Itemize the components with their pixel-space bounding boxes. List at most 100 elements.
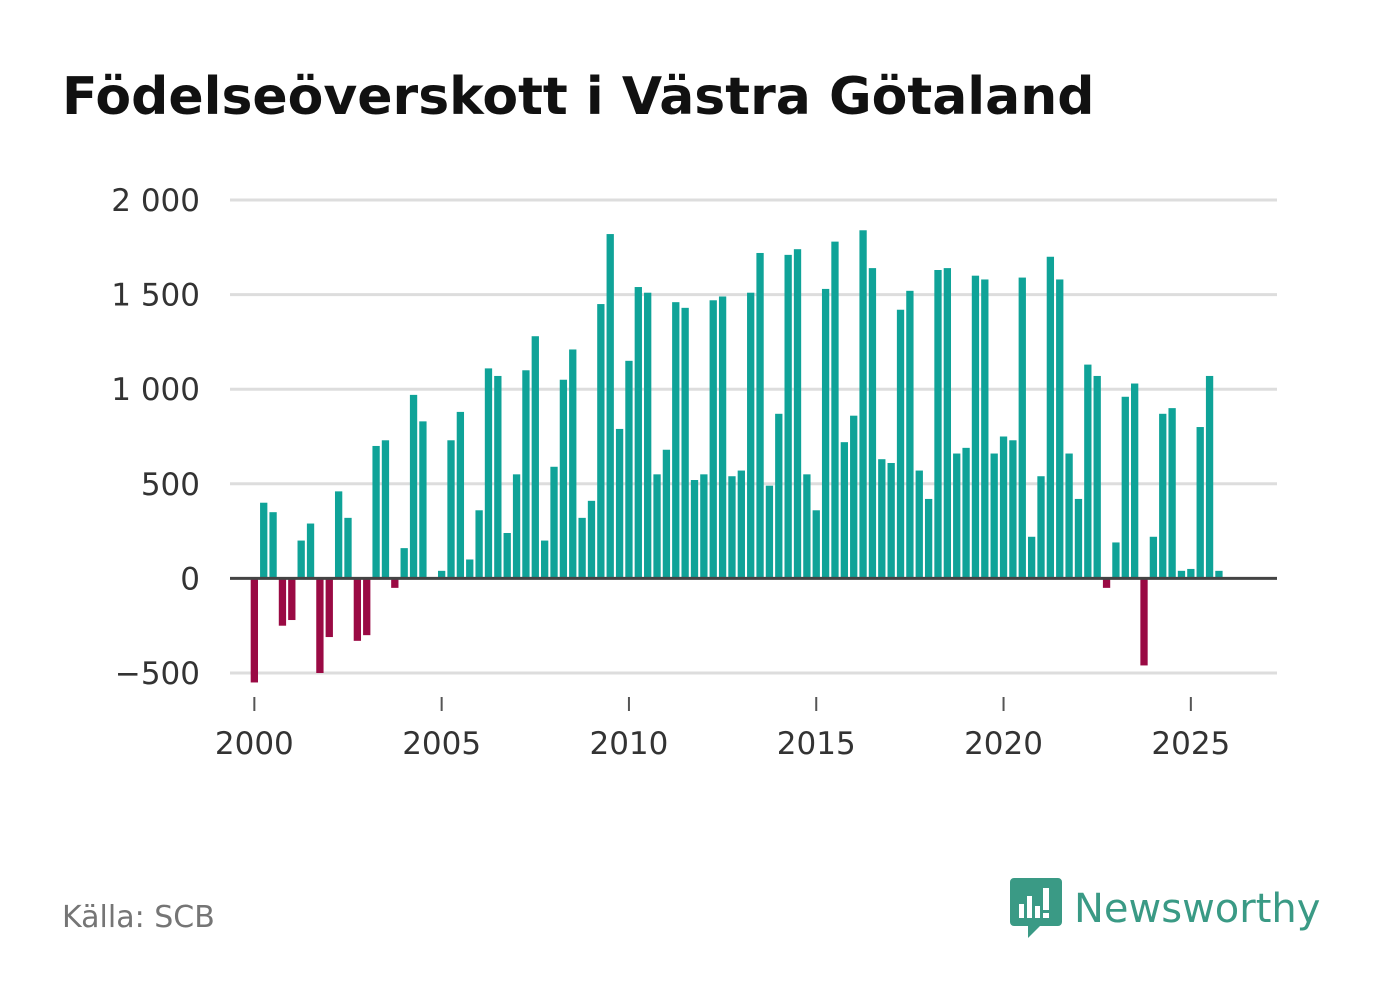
bar	[850, 415, 858, 579]
bars	[250, 230, 1223, 683]
bar	[456, 411, 465, 579]
bar	[1121, 396, 1129, 579]
bar	[737, 470, 745, 579]
bar	[915, 470, 923, 579]
bar	[662, 449, 671, 579]
bar	[953, 453, 961, 579]
bar	[344, 517, 352, 579]
bar	[1196, 427, 1204, 579]
x-axis: 2000 2005 2010 2015 2020 2025	[215, 697, 1230, 762]
bar	[437, 570, 446, 579]
bar	[831, 241, 839, 579]
bar	[906, 290, 914, 579]
bar	[981, 279, 989, 579]
bar	[1177, 570, 1186, 579]
bar	[887, 462, 895, 579]
bar	[334, 491, 343, 579]
bar	[962, 447, 970, 579]
bar	[784, 254, 792, 579]
bar	[372, 445, 380, 579]
bar	[924, 498, 933, 579]
bar	[747, 292, 755, 579]
bar	[559, 379, 568, 579]
bar	[644, 292, 652, 579]
bar	[1149, 536, 1158, 579]
bar	[1046, 256, 1055, 579]
bar	[447, 440, 455, 579]
bar	[756, 252, 764, 579]
bar	[896, 309, 905, 579]
y-tick-label: −500	[115, 656, 200, 692]
bar	[381, 440, 390, 579]
bar	[297, 540, 305, 579]
bar	[278, 578, 287, 626]
bar	[316, 578, 324, 673]
bar	[578, 517, 586, 579]
bar	[728, 476, 736, 579]
bar	[971, 275, 980, 579]
bar	[363, 578, 371, 636]
y-axis: 2 000 1 500 1 000 500 0 −500	[111, 183, 200, 692]
source-label: Källa: SCB	[62, 900, 215, 935]
bar	[1140, 578, 1148, 666]
bar	[934, 270, 942, 579]
bar	[531, 336, 539, 579]
bar	[1009, 440, 1017, 579]
bar	[503, 532, 511, 579]
x-tick-label: 2000	[215, 726, 294, 762]
y-tick-label: 1 000	[111, 372, 200, 408]
bar	[391, 578, 399, 588]
brand-name: Newsworthy	[1074, 886, 1321, 932]
bar	[512, 474, 521, 579]
bar	[484, 368, 493, 579]
bar	[419, 421, 427, 579]
bar	[1037, 476, 1045, 579]
y-tick-label: 0	[180, 561, 200, 597]
bar	[999, 436, 1008, 579]
bar	[250, 578, 259, 683]
bar	[878, 459, 886, 579]
bar	[765, 485, 774, 579]
bar	[1187, 568, 1195, 579]
bar	[400, 548, 408, 579]
bar	[793, 249, 802, 579]
bar	[522, 370, 530, 579]
bar	[1084, 364, 1092, 579]
bar	[597, 304, 605, 579]
bar	[466, 559, 474, 579]
bar	[775, 413, 783, 579]
bar	[288, 578, 296, 621]
bar	[269, 512, 277, 579]
page-title: Födelseöverskott i Västra Götaland	[62, 67, 1095, 127]
bar	[672, 302, 680, 579]
bar	[1018, 277, 1026, 579]
y-tick-label: 2 000	[111, 183, 200, 219]
bar	[494, 375, 502, 579]
bar	[1093, 375, 1101, 579]
bar	[681, 307, 689, 579]
x-tick-label: 2025	[1151, 726, 1230, 762]
bar	[840, 442, 848, 579]
bar	[1102, 578, 1111, 588]
bar	[306, 523, 315, 579]
bar	[1112, 542, 1120, 579]
bar	[541, 540, 549, 579]
bar-chart: 2 000 1 500 1 000 500 0 −500 2000 2005 2010 2015…	[111, 183, 1277, 762]
bar	[1159, 413, 1167, 579]
bar	[990, 453, 998, 579]
x-tick-label: 2005	[402, 726, 481, 762]
newsworthy-logo-icon	[1010, 878, 1062, 938]
bar	[718, 296, 727, 579]
x-tick-label: 2015	[777, 726, 856, 762]
bar	[812, 510, 820, 579]
brand-logo[interactable]: Newsworthy	[1010, 878, 1320, 940]
y-tick-label: 500	[141, 467, 200, 503]
bar	[325, 578, 333, 638]
x-tick-label: 2010	[589, 726, 668, 762]
bar	[1065, 453, 1073, 579]
bar	[475, 510, 483, 579]
bar	[550, 466, 558, 579]
bar	[1168, 408, 1176, 579]
bar	[260, 502, 268, 579]
bar	[1131, 383, 1139, 579]
